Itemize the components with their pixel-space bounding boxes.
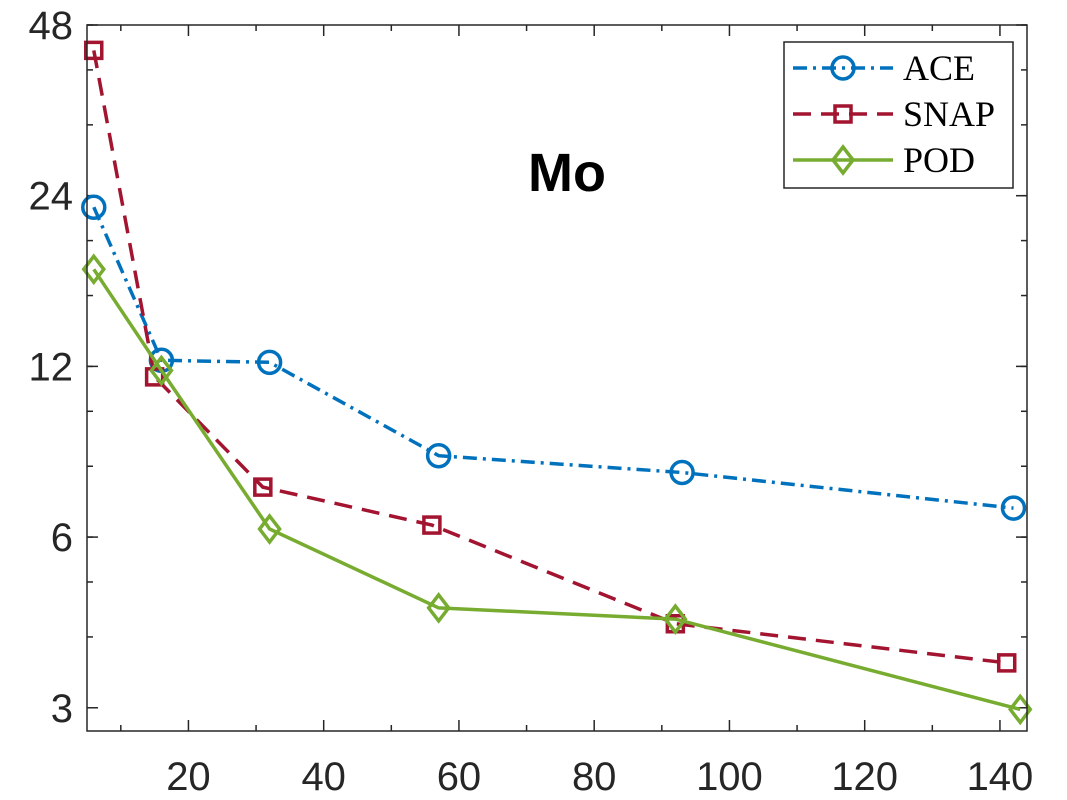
snap-point-marker xyxy=(996,653,1017,673)
legend-marker-pod xyxy=(830,144,856,176)
snap-point-marker xyxy=(253,477,273,497)
series-ace xyxy=(81,194,1027,521)
ace-point-marker xyxy=(256,349,283,376)
pod-point-marker xyxy=(149,354,174,387)
pod-point-marker xyxy=(663,603,688,635)
y-tick-label: 24 xyxy=(29,175,74,219)
ace-point-marker xyxy=(81,194,107,220)
y-tick-label: 12 xyxy=(29,345,74,389)
legend-marker-snap xyxy=(833,104,853,124)
x-tick-label: 140 xyxy=(967,755,1034,799)
x-tick-label: 60 xyxy=(437,755,482,799)
pod-point-marker xyxy=(257,513,282,545)
data-series xyxy=(81,40,1033,726)
legend-marker-ace xyxy=(830,55,856,81)
plot-frame xyxy=(86,24,1028,732)
snap-point-marker xyxy=(84,40,104,61)
x-tick-label: 120 xyxy=(831,755,898,799)
series-pod xyxy=(81,253,1033,726)
x-tick-label: 100 xyxy=(696,755,763,799)
y-tick-label: 6 xyxy=(51,516,73,560)
pod-point-marker xyxy=(426,592,451,624)
series-line-snap xyxy=(92,50,1007,665)
legend: ACE SNAP POD xyxy=(783,41,1014,189)
x-tick-label: 80 xyxy=(572,755,617,799)
y-tick-label: 48 xyxy=(29,4,74,48)
ace-point-marker xyxy=(425,442,452,469)
legend-label-snap: SNAP xyxy=(903,94,995,134)
chart-title: Mo xyxy=(528,143,606,203)
legend-label-pod: POD xyxy=(903,140,975,180)
series-line-pod xyxy=(92,268,1021,712)
y-tick-label: 3 xyxy=(51,687,73,731)
axis-ticks xyxy=(87,24,1027,731)
x-tick-label: 20 xyxy=(166,755,211,799)
ace-point-marker xyxy=(669,459,695,486)
ace-point-marker xyxy=(1000,495,1027,521)
legend-label-ace: ACE xyxy=(903,48,975,88)
snap-point-marker xyxy=(422,515,442,535)
x-tick-label: 40 xyxy=(301,755,346,799)
axis-tick-labels: 20 40 60 80 100 120 140 3 6 12 24 48 xyxy=(29,4,1034,799)
